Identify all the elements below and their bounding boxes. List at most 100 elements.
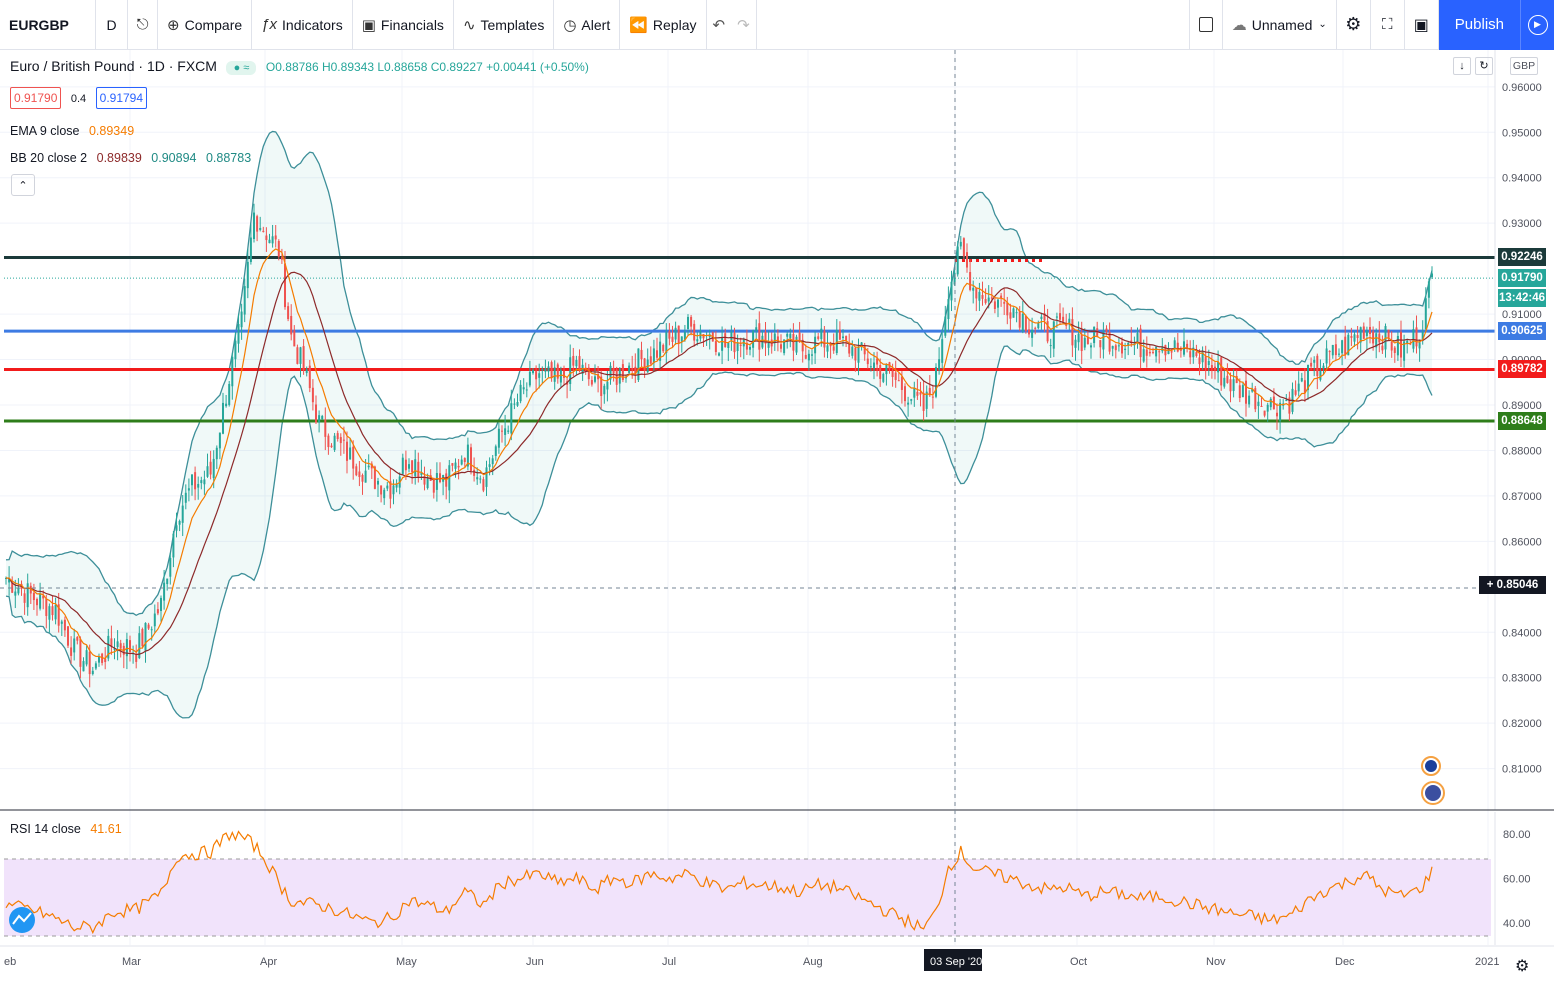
time-axis[interactable]: eb Mar Apr May Jun Jul Aug 03 Sep '20 Oct Nov Dec 2… <box>4 949 1499 971</box>
candle-body <box>1027 329 1031 335</box>
candle-body <box>1316 355 1319 377</box>
financials-button[interactable]: ▣ Financials <box>353 0 454 50</box>
candle-body <box>187 488 190 491</box>
axis-settings-icon[interactable]: ⚙ <box>1515 958 1529 975</box>
price-tag[interactable]: + 0.85046 <box>1479 575 1546 594</box>
templates-icon: ∿ <box>462 16 476 34</box>
ask-box[interactable]: 0.91794 <box>95 87 148 109</box>
candle-body <box>972 287 975 291</box>
compare-button[interactable]: ⊕ Compare <box>158 0 253 50</box>
undo-button[interactable]: ↶ <box>707 0 732 50</box>
candle-body <box>910 399 913 401</box>
alert-button[interactable]: ◷ Alert <box>554 0 621 50</box>
interval-button[interactable]: D <box>96 0 128 50</box>
price-tag[interactable]: 0.90625 <box>1498 322 1546 341</box>
price-tag[interactable]: 0.88648 <box>1498 412 1546 430</box>
chart-type-button[interactable]: ⎋ <box>128 0 158 50</box>
candle-body <box>1071 319 1074 346</box>
candle-body <box>1040 316 1043 319</box>
candle-body <box>243 286 246 315</box>
fullscreen-button[interactable]: ⛶ <box>1371 0 1405 50</box>
collapse-legend-button[interactable]: ⌃ <box>11 174 35 196</box>
candle-body <box>1347 334 1350 356</box>
candle-body <box>606 381 609 390</box>
candle-body <box>748 346 752 350</box>
candle-body <box>603 385 606 395</box>
market-status-icon[interactable]: ● ≈ <box>226 61 257 75</box>
candle-body <box>1415 327 1418 347</box>
price-tag[interactable]: 0.92246 <box>1498 248 1546 267</box>
candle-body <box>795 336 798 353</box>
candle-body <box>730 331 733 340</box>
symbol-search[interactable]: EURGBP <box>0 0 96 50</box>
candle-body <box>879 365 882 379</box>
candle-body <box>931 396 934 398</box>
multi-layout-button[interactable] <box>1188 0 1223 50</box>
snapshot-button[interactable]: ▣ <box>1405 0 1439 50</box>
plus-circle-icon: ⊕ <box>167 16 180 34</box>
bid-box[interactable]: 0.91790 <box>10 87 62 109</box>
rsi-value: 41.61 <box>90 822 122 836</box>
candle-body <box>947 299 950 320</box>
financials-label: Financials <box>380 16 444 33</box>
candle-body <box>925 391 928 409</box>
candle-body <box>1124 348 1127 350</box>
candle-body <box>1294 390 1297 395</box>
candle-body <box>1130 340 1133 343</box>
candle-body <box>1015 312 1018 314</box>
candle-body <box>547 366 550 372</box>
play-button[interactable]: ▶ <box>1520 0 1554 50</box>
candle-body <box>349 447 352 460</box>
candle-body <box>97 656 101 663</box>
candle-body <box>339 437 342 444</box>
chart-canvas[interactable]: eb Mar Apr May Jun Jul Aug 03 Sep '20 Oct Nov Dec 2… <box>0 50 1554 984</box>
rsi-legend[interactable]: RSI 14 close 41.61 <box>10 822 128 836</box>
publish-button[interactable]: Publish <box>1438 0 1520 50</box>
candle-body <box>221 402 225 434</box>
candle-body <box>150 629 153 631</box>
candle-body <box>231 356 234 387</box>
ema-line <box>5 248 1433 660</box>
rsi-axis[interactable]: 80.00 60.00 40.00 <box>1503 829 1531 930</box>
symbol-title[interactable]: Euro / British Pound · 1D · FXCM <box>10 58 217 74</box>
candle-body <box>411 460 414 473</box>
candle-body <box>172 533 175 558</box>
candle-body <box>928 387 931 396</box>
price-tag[interactable]: 13:42:46 <box>1498 289 1546 308</box>
candle-body <box>57 604 60 626</box>
time-tick-label: Nov <box>1206 956 1226 968</box>
redo-button[interactable]: ↷ <box>731 0 757 50</box>
candle-body <box>1244 380 1248 404</box>
candle-body <box>1034 327 1037 329</box>
ema-legend[interactable]: EMA 9 close 0.89349 <box>10 124 140 138</box>
reset-scale-button[interactable]: ↻ <box>1475 57 1493 75</box>
candle-body <box>491 458 494 465</box>
candle-body <box>1356 335 1359 339</box>
candle-body <box>268 239 271 244</box>
candle-body <box>531 370 535 374</box>
candle-body <box>1086 336 1089 345</box>
price-tag[interactable]: 0.91790 <box>1498 269 1546 288</box>
indicators-button[interactable]: ƒx Indicators <box>252 0 353 50</box>
currency-label[interactable]: GBP <box>1510 57 1538 75</box>
candle-body <box>1093 326 1096 344</box>
bb-lower-line <box>5 345 1433 719</box>
candle-body <box>1223 377 1226 387</box>
candle-body <box>73 638 76 653</box>
candle-body <box>14 591 17 596</box>
candle-body <box>1158 351 1161 353</box>
candle-body <box>29 585 32 594</box>
candle-body <box>361 475 364 482</box>
scroll-down-button[interactable]: ↓ <box>1453 57 1471 75</box>
templates-button[interactable]: ∿ Templates <box>454 0 555 50</box>
price-tag[interactable]: 0.89782 <box>1498 360 1546 379</box>
layout-menu[interactable]: ☁ Unnamed ⌄ <box>1223 0 1337 50</box>
settings-button[interactable]: ⚙ <box>1337 0 1371 50</box>
bb-legend[interactable]: BB 20 close 2 0.89839 0.90894 0.88783 <box>10 151 257 165</box>
candle-body <box>504 428 507 435</box>
toolbar-right: ☁ Unnamed ⌄ ⚙ ⛶ ▣ Publish ▶ <box>1188 0 1554 50</box>
candle-body <box>959 241 962 247</box>
candle-body <box>1052 321 1055 349</box>
replay-button[interactable]: ⏪ Replay <box>620 0 707 50</box>
candle-body <box>311 387 314 403</box>
